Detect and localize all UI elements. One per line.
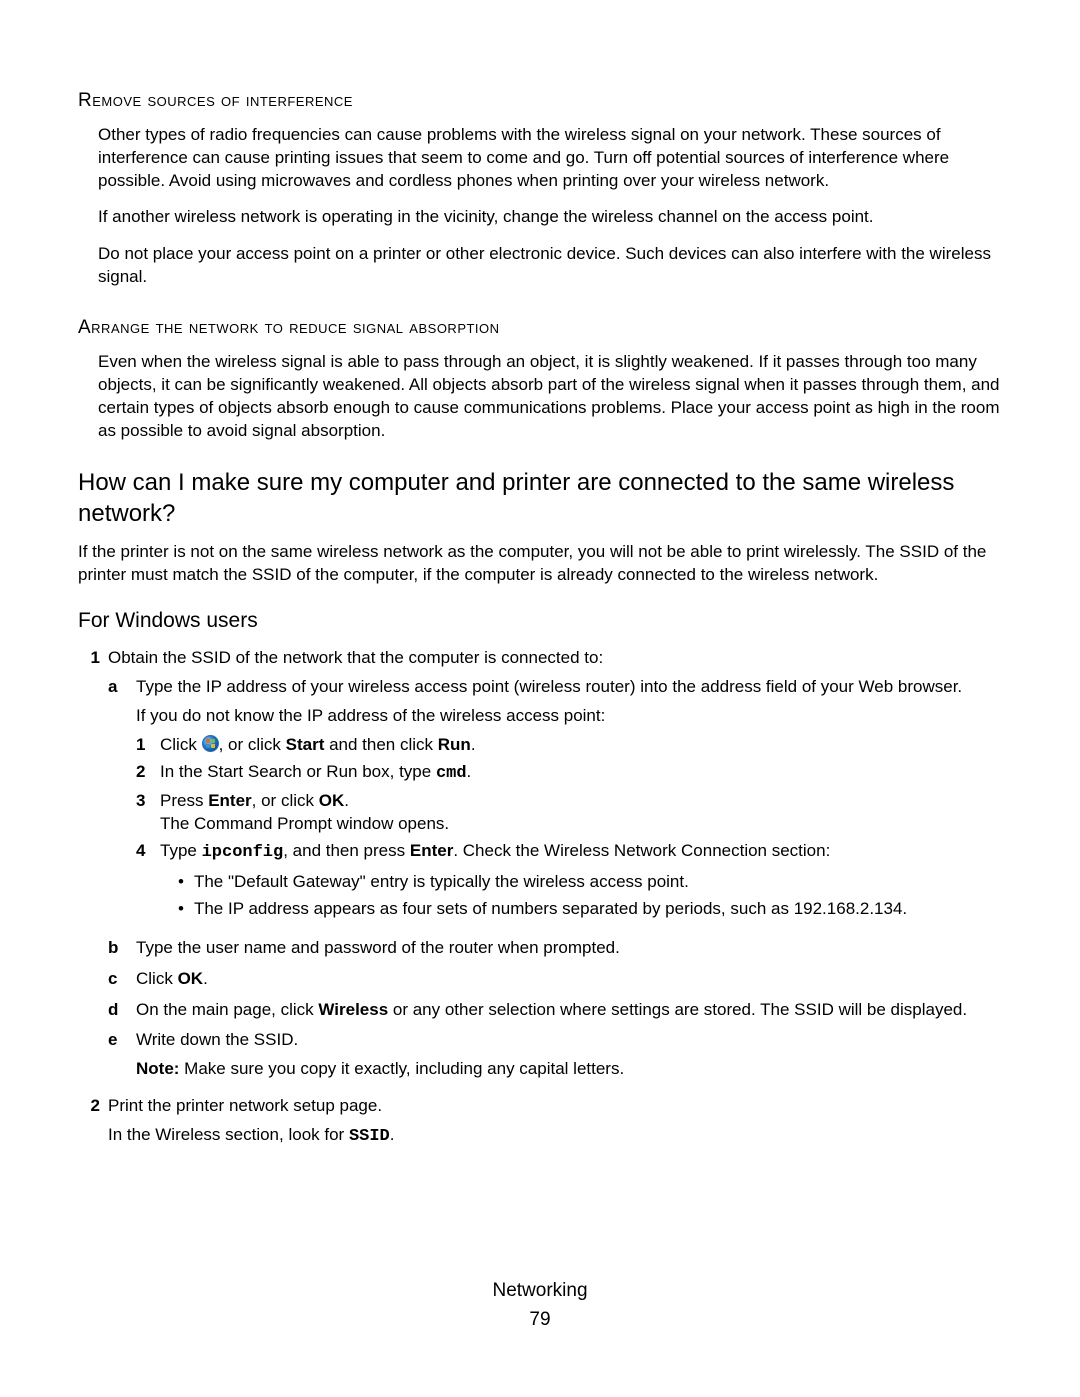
step-1d-a: On the main page, click	[136, 1000, 318, 1019]
section2-p1: Even when the wireless signal is able to…	[98, 351, 1002, 443]
step-2-text: Print the printer network setup page.	[108, 1096, 382, 1115]
inner-step-1: 1 Click , or click Start and then click …	[136, 734, 1002, 757]
step-2-line2-a: In the Wireless section, look for	[108, 1125, 349, 1144]
bullet-ip-format: The IP address appears as four sets of n…	[178, 898, 1002, 921]
step-1-text: Obtain the SSID of the network that the …	[108, 648, 603, 667]
step-1b: b Type the user name and password of the…	[108, 937, 1002, 960]
section2-body: Even when the wireless signal is able to…	[98, 351, 1002, 443]
inner2-a: In the Start Search or Run box, type	[160, 762, 436, 781]
inner4-bullets: The "Default Gateway" entry is typically…	[178, 871, 1002, 921]
step-1-substeps: a Type the IP address of your wireless a…	[108, 676, 1002, 1081]
substep-letter: b	[108, 937, 126, 960]
inner3-c: .	[344, 791, 349, 810]
inner2-cmd: cmd	[436, 764, 467, 783]
inner4-b: , and then press	[283, 841, 410, 860]
step-1d-wireless: Wireless	[318, 1000, 388, 1019]
step-1d-b: or any other selection where settings ar…	[388, 1000, 967, 1019]
inner1-mid: , or click	[219, 735, 286, 754]
heading-arrange-network: Arrange the network to reduce signal abs…	[78, 315, 1002, 341]
inner1-start: Start	[286, 735, 325, 754]
step-2: 2 Print the printer network setup page. …	[78, 1095, 1002, 1149]
document-page: Remove sources of interference Other typ…	[0, 0, 1080, 1397]
inner-number: 1	[136, 734, 152, 757]
inner1-end: .	[471, 735, 476, 754]
step-1a-text: Type the IP address of your wireless acc…	[136, 677, 962, 696]
inner1-pre: Click	[160, 735, 202, 754]
step-1e-note: Note: Make sure you copy it exactly, inc…	[136, 1058, 1002, 1081]
inner3-a: Press	[160, 791, 208, 810]
step-1a: a Type the IP address of your wireless a…	[108, 676, 1002, 928]
inner-number: 2	[136, 761, 152, 786]
step-number: 2	[78, 1095, 100, 1149]
note-label: Note:	[136, 1059, 179, 1078]
substep-letter: a	[108, 676, 126, 928]
heading-remove-sources: Remove sources of interference	[78, 88, 1002, 114]
step-1: 1 Obtain the SSID of the network that th…	[78, 647, 1002, 1089]
inner1-then: and then click	[324, 735, 437, 754]
step-1c-b: .	[203, 969, 208, 988]
page-footer: Networking 79	[0, 1278, 1080, 1333]
inner-steps: 1 Click , or click Start and then click …	[136, 734, 1002, 925]
inner4-ipconfig: ipconfig	[202, 843, 284, 862]
section1-p1: Other types of radio frequencies can cau…	[98, 124, 1002, 193]
note-text: Make sure you copy it exactly, including…	[179, 1059, 624, 1078]
bullet-default-gateway: The "Default Gateway" entry is typically…	[178, 871, 1002, 894]
step-1b-text: Type the user name and password of the r…	[136, 937, 1002, 960]
footer-title: Networking	[0, 1278, 1080, 1304]
substep-letter: c	[108, 968, 126, 991]
inner-number: 3	[136, 790, 152, 836]
inner1-run: Run	[438, 735, 471, 754]
inner4-a: Type	[160, 841, 202, 860]
inner-step-4: 4 Type ipconfig, and then press Enter. C…	[136, 840, 1002, 925]
section1-body: Other types of radio frequencies can cau…	[98, 124, 1002, 290]
section1-p2: If another wireless network is operating…	[98, 206, 1002, 229]
step-2-line2-b: .	[390, 1125, 395, 1144]
substep-letter: e	[108, 1029, 126, 1081]
inner3-ok: OK	[319, 791, 345, 810]
step-1e: e Write down the SSID. Note: Make sure y…	[108, 1029, 1002, 1081]
windows-orb-icon	[202, 735, 219, 752]
step-1c-ok: OK	[178, 969, 204, 988]
heading-same-network: How can I make sure my computer and prin…	[78, 467, 1002, 529]
inner3-enter: Enter	[208, 791, 251, 810]
inner-number: 4	[136, 840, 152, 925]
inner3-b: , or click	[252, 791, 319, 810]
inner4-c: . Check the Wireless Network Connection …	[453, 841, 830, 860]
windows-steps-list: 1 Obtain the SSID of the network that th…	[78, 647, 1002, 1149]
step-1a-followup: If you do not know the IP address of the…	[136, 705, 1002, 728]
step-1d: d On the main page, click Wireless or an…	[108, 999, 1002, 1022]
section3-intro: If the printer is not on the same wirele…	[78, 541, 1002, 587]
inner4-enter: Enter	[410, 841, 453, 860]
substep-letter: d	[108, 999, 126, 1022]
inner-step-3: 3 Press Enter, or click OK. The Command …	[136, 790, 1002, 836]
step-1c: c Click OK.	[108, 968, 1002, 991]
inner2-end: .	[467, 762, 472, 781]
step-1e-text: Write down the SSID.	[136, 1030, 298, 1049]
inner-step-2: 2 In the Start Search or Run box, type c…	[136, 761, 1002, 786]
step-number: 1	[78, 647, 100, 1089]
step-2-ssid: SSID	[349, 1127, 390, 1146]
section1-p3: Do not place your access point on a prin…	[98, 243, 1002, 289]
inner3-line2: The Command Prompt window opens.	[160, 813, 1002, 836]
heading-windows-users: For Windows users	[78, 607, 1002, 635]
footer-page-number: 79	[0, 1307, 1080, 1333]
step-1c-a: Click	[136, 969, 178, 988]
